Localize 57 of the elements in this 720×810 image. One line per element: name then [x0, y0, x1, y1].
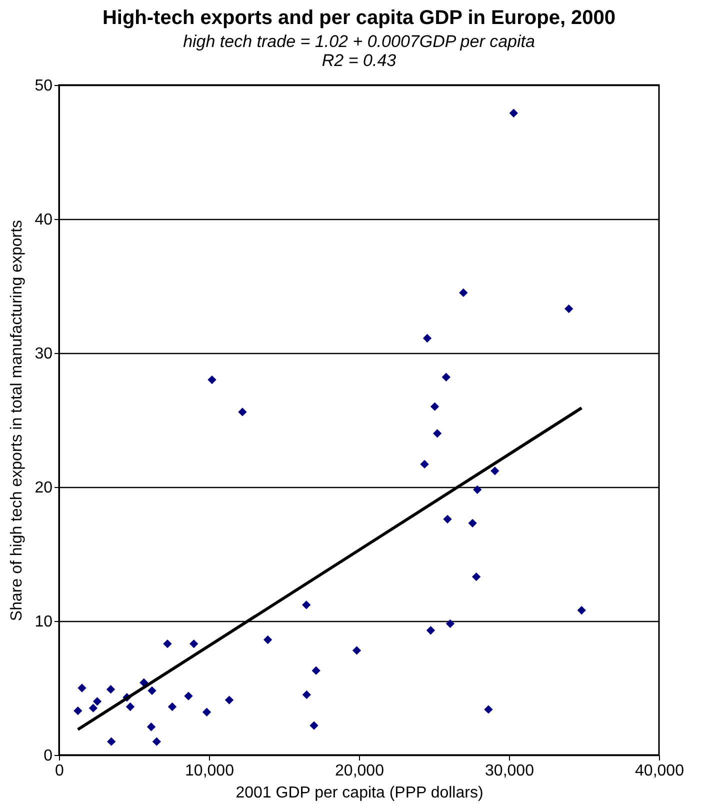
point: [208, 375, 216, 384]
y-tick-label: 40: [34, 212, 53, 228]
y-axis-title: Share of high tech exports in total manufacturing exports: [8, 220, 26, 622]
point: [443, 514, 452, 524]
x-tick-label: 0: [55, 762, 64, 780]
point: [163, 639, 172, 648]
point: [352, 646, 362, 655]
point: [473, 485, 482, 494]
y-tick-label: 30: [34, 346, 53, 362]
point: [106, 685, 116, 694]
x-tick-label: 30,000: [485, 762, 534, 780]
point: [310, 721, 318, 730]
point: [420, 460, 429, 469]
point: [312, 666, 320, 675]
y-tick-label: 10: [34, 614, 53, 630]
point: [148, 686, 156, 696]
point: [224, 696, 234, 704]
x-tick-label: 20,000: [335, 762, 384, 780]
point: [302, 690, 311, 700]
point: [146, 722, 156, 732]
chart-subtitle: high tech trade = 1.02 + 0.0007GDP per capita R2 = 0.43: [183, 32, 535, 70]
point: [446, 619, 455, 628]
point: [459, 288, 468, 298]
y-tick-label: 20: [34, 480, 53, 496]
point: [263, 635, 272, 644]
point: [168, 702, 177, 712]
point: [238, 408, 247, 416]
point: [509, 108, 518, 118]
point: [484, 705, 493, 714]
point: [422, 334, 432, 343]
point: [442, 372, 450, 382]
point: [184, 692, 193, 700]
chart-title: High-tech exports and per capita GDP in Europe, 2000: [102, 7, 616, 29]
y-tick-label: 0: [44, 748, 53, 764]
point: [92, 697, 102, 706]
point: [490, 466, 500, 476]
point: [140, 678, 148, 687]
point: [202, 708, 212, 716]
point: [126, 702, 135, 712]
point: [190, 639, 198, 648]
point: [88, 704, 98, 712]
point: [74, 706, 82, 716]
point: [468, 518, 477, 528]
point: [564, 304, 574, 314]
point: [432, 429, 442, 438]
point: [426, 626, 436, 635]
x-axis-title: 2001 GDP per capita (PPP dollars): [236, 784, 484, 802]
point: [577, 606, 586, 615]
point: [152, 737, 161, 746]
point: [472, 572, 481, 582]
point: [107, 737, 116, 746]
point: [302, 600, 311, 610]
x-tick-label: 40,000: [635, 762, 684, 780]
y-tick-label: 50: [34, 78, 53, 94]
point: [78, 684, 86, 692]
x-tick-label: 10,000: [185, 762, 234, 780]
point: [430, 402, 440, 411]
